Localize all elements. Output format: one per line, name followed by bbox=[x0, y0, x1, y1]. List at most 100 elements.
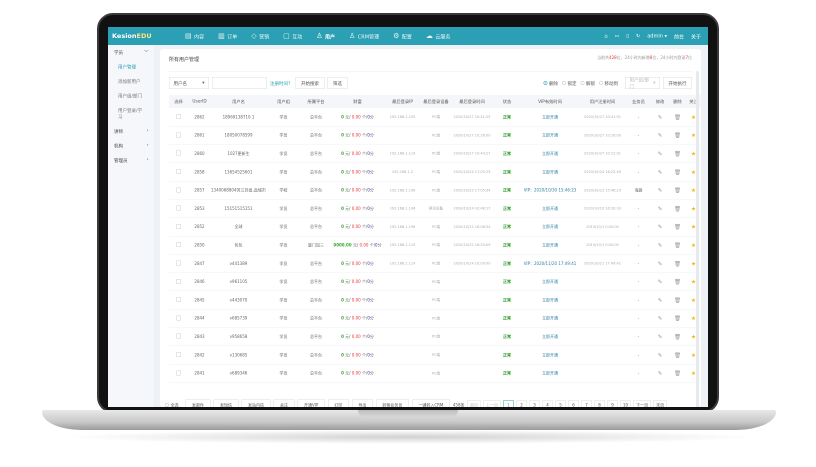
trash-icon[interactable]: 🗑 bbox=[674, 113, 681, 121]
user-name[interactable]: v689346 bbox=[211, 364, 266, 383]
trash-icon[interactable]: 🗑 bbox=[674, 241, 681, 249]
follow-icon[interactable]: ★ bbox=[691, 296, 696, 304]
sidebar-item[interactable]: 用户组/部门 bbox=[118, 94, 143, 99]
footer-action-button[interactable]: 发站内信 bbox=[241, 399, 271, 407]
follow-icon[interactable]: ★ bbox=[691, 333, 696, 340]
user-name[interactable]: v685739 bbox=[211, 309, 266, 328]
vip-expiry[interactable]: 立即开通 bbox=[521, 272, 579, 292]
sidebar-item[interactable]: 用户登录/学习 bbox=[118, 108, 143, 121]
refresh-icon[interactable]: ↻ bbox=[636, 33, 641, 39]
front-link[interactable]: 前台 bbox=[674, 34, 684, 40]
footer-action-button[interactable]: 关注 bbox=[273, 399, 295, 407]
next-page-button[interactable]: 下一页 bbox=[633, 400, 651, 407]
vip-expiry[interactable]: 立即开通 bbox=[521, 108, 579, 127]
row-checkbox[interactable] bbox=[176, 297, 181, 303]
vip-expiry[interactable]: 立即开通 bbox=[521, 290, 579, 310]
row-checkbox[interactable] bbox=[176, 114, 181, 120]
nav-item-7[interactable]: ☁ 云服务 bbox=[426, 32, 451, 40]
follow-icon[interactable]: ★ bbox=[691, 278, 696, 286]
trash-icon[interactable]: 🗑 bbox=[674, 168, 681, 176]
user-name[interactable]: v441389 bbox=[211, 254, 266, 273]
edit-icon[interactable]: ✎ bbox=[657, 315, 663, 322]
select-all-checkbox[interactable]: 全选 bbox=[165, 402, 179, 407]
sidebar-item[interactable]: 添加新用户 bbox=[118, 79, 141, 85]
sidebar-item[interactable]: 用户管理 bbox=[118, 65, 137, 70]
follow-icon[interactable]: ★ bbox=[691, 113, 696, 121]
group-select[interactable]: 用户组/部门 ▾ bbox=[624, 77, 660, 90]
first-page-button[interactable]: 首页 bbox=[467, 400, 481, 407]
row-checkbox[interactable] bbox=[176, 242, 181, 248]
user-name[interactable]: 1027更新生 bbox=[211, 144, 266, 164]
sidebar-group[interactable]: 讲师 › bbox=[108, 124, 155, 139]
search-button[interactable]: 开始搜索 bbox=[295, 77, 325, 89]
nav-item-1[interactable]: ▥ 订单 bbox=[218, 32, 237, 40]
vip-expiry[interactable]: 立即开通 bbox=[521, 144, 579, 164]
edit-icon[interactable]: ✎ bbox=[657, 205, 663, 212]
last-page-button[interactable]: 末页 bbox=[653, 400, 667, 407]
page-button[interactable]: 7 bbox=[581, 400, 592, 407]
page-button[interactable]: 2 bbox=[516, 400, 527, 407]
mobile-icon[interactable]: ▯ bbox=[626, 33, 630, 39]
user-name[interactable]: 包包 bbox=[211, 236, 266, 255]
vip-expiry[interactable]: 立即开通 bbox=[521, 364, 579, 383]
vip-expiry[interactable]: 立即开通 bbox=[521, 345, 579, 365]
page-button[interactable]: 3 bbox=[529, 400, 540, 407]
follow-icon[interactable]: ★ bbox=[691, 223, 696, 231]
sidebar-group[interactable]: 学员 ﹀ bbox=[108, 45, 155, 60]
nav-item-3[interactable]: ▢ 互动 bbox=[283, 32, 302, 40]
vip-expiry[interactable]: 立即开通 bbox=[521, 309, 579, 328]
home-icon[interactable]: ⌂ bbox=[604, 33, 608, 39]
row-checkbox[interactable] bbox=[176, 315, 181, 321]
row-checkbox[interactable] bbox=[176, 132, 181, 138]
user-name[interactable]: 15151515151 bbox=[211, 199, 266, 219]
vip-expiry[interactable]: 立即开通 bbox=[521, 236, 579, 255]
about-link[interactable]: 关于 bbox=[691, 34, 701, 40]
trash-icon[interactable]: 🗑 bbox=[674, 315, 681, 322]
edit-icon[interactable]: ✎ bbox=[657, 223, 663, 231]
edit-icon[interactable]: ✎ bbox=[657, 150, 663, 157]
nav-item-5[interactable]: ♙ CRM管理 bbox=[349, 32, 379, 40]
follow-icon[interactable]: ★ bbox=[691, 315, 696, 322]
monitor-icon[interactable]: ▭ bbox=[614, 33, 620, 39]
vip-expiry[interactable]: 立即开通 bbox=[521, 327, 579, 347]
row-checkbox[interactable] bbox=[176, 205, 181, 211]
edit-icon[interactable]: ✎ bbox=[657, 370, 663, 377]
row-checkbox[interactable] bbox=[176, 223, 181, 229]
footer-action-button[interactable]: 导出 bbox=[351, 399, 373, 407]
follow-icon[interactable]: ★ bbox=[691, 132, 696, 139]
row-checkbox[interactable] bbox=[176, 333, 181, 339]
trash-icon[interactable]: 🗑 bbox=[674, 260, 681, 267]
page-button[interactable]: 8 bbox=[594, 400, 605, 407]
sidebar-group[interactable]: 机构 › bbox=[108, 139, 155, 154]
row-checkbox[interactable] bbox=[176, 278, 181, 284]
radio-option[interactable]: 移动到 bbox=[598, 80, 618, 86]
footer-action-button[interactable]: 发短信 bbox=[213, 399, 239, 407]
scrollbar[interactable] bbox=[696, 71, 699, 407]
page-button[interactable]: 5 bbox=[555, 400, 566, 407]
trash-icon[interactable]: 🗑 bbox=[674, 132, 681, 139]
user-name[interactable]: 18969138710 1 bbox=[211, 108, 266, 127]
page-button[interactable]: 1 bbox=[503, 400, 514, 407]
row-checkbox[interactable] bbox=[176, 352, 181, 358]
footer-action-button[interactable]: 发邮件 bbox=[185, 399, 211, 407]
footer-action-button[interactable]: 开通VIP bbox=[297, 399, 325, 407]
row-checkbox[interactable] bbox=[176, 150, 181, 156]
register-time-link[interactable]: 注册时间？ bbox=[270, 81, 293, 87]
trash-icon[interactable]: 🗑 bbox=[674, 370, 681, 377]
user-name[interactable]: v130685 bbox=[211, 345, 266, 365]
search-input[interactable] bbox=[212, 77, 267, 89]
row-checkbox[interactable] bbox=[176, 370, 181, 376]
edit-icon[interactable]: ✎ bbox=[657, 168, 663, 176]
follow-icon[interactable]: ★ bbox=[691, 150, 696, 157]
search-field-select[interactable]: 用户名 ▾ bbox=[169, 77, 209, 89]
page-button[interactable]: 10 bbox=[620, 400, 631, 407]
user-name[interactable]: v958658 bbox=[211, 327, 266, 347]
vip-expiry[interactable]: 立即开通 bbox=[521, 217, 579, 237]
trash-icon[interactable]: 🗑 bbox=[674, 296, 681, 304]
edit-icon[interactable]: ✎ bbox=[657, 351, 663, 359]
radio-option[interactable]: 解锁 bbox=[580, 80, 595, 86]
edit-icon[interactable]: ✎ bbox=[657, 260, 663, 267]
nav-item-2[interactable]: ◇ 营销 bbox=[251, 32, 269, 40]
row-checkbox[interactable] bbox=[176, 169, 181, 175]
row-checkbox[interactable] bbox=[176, 187, 181, 193]
